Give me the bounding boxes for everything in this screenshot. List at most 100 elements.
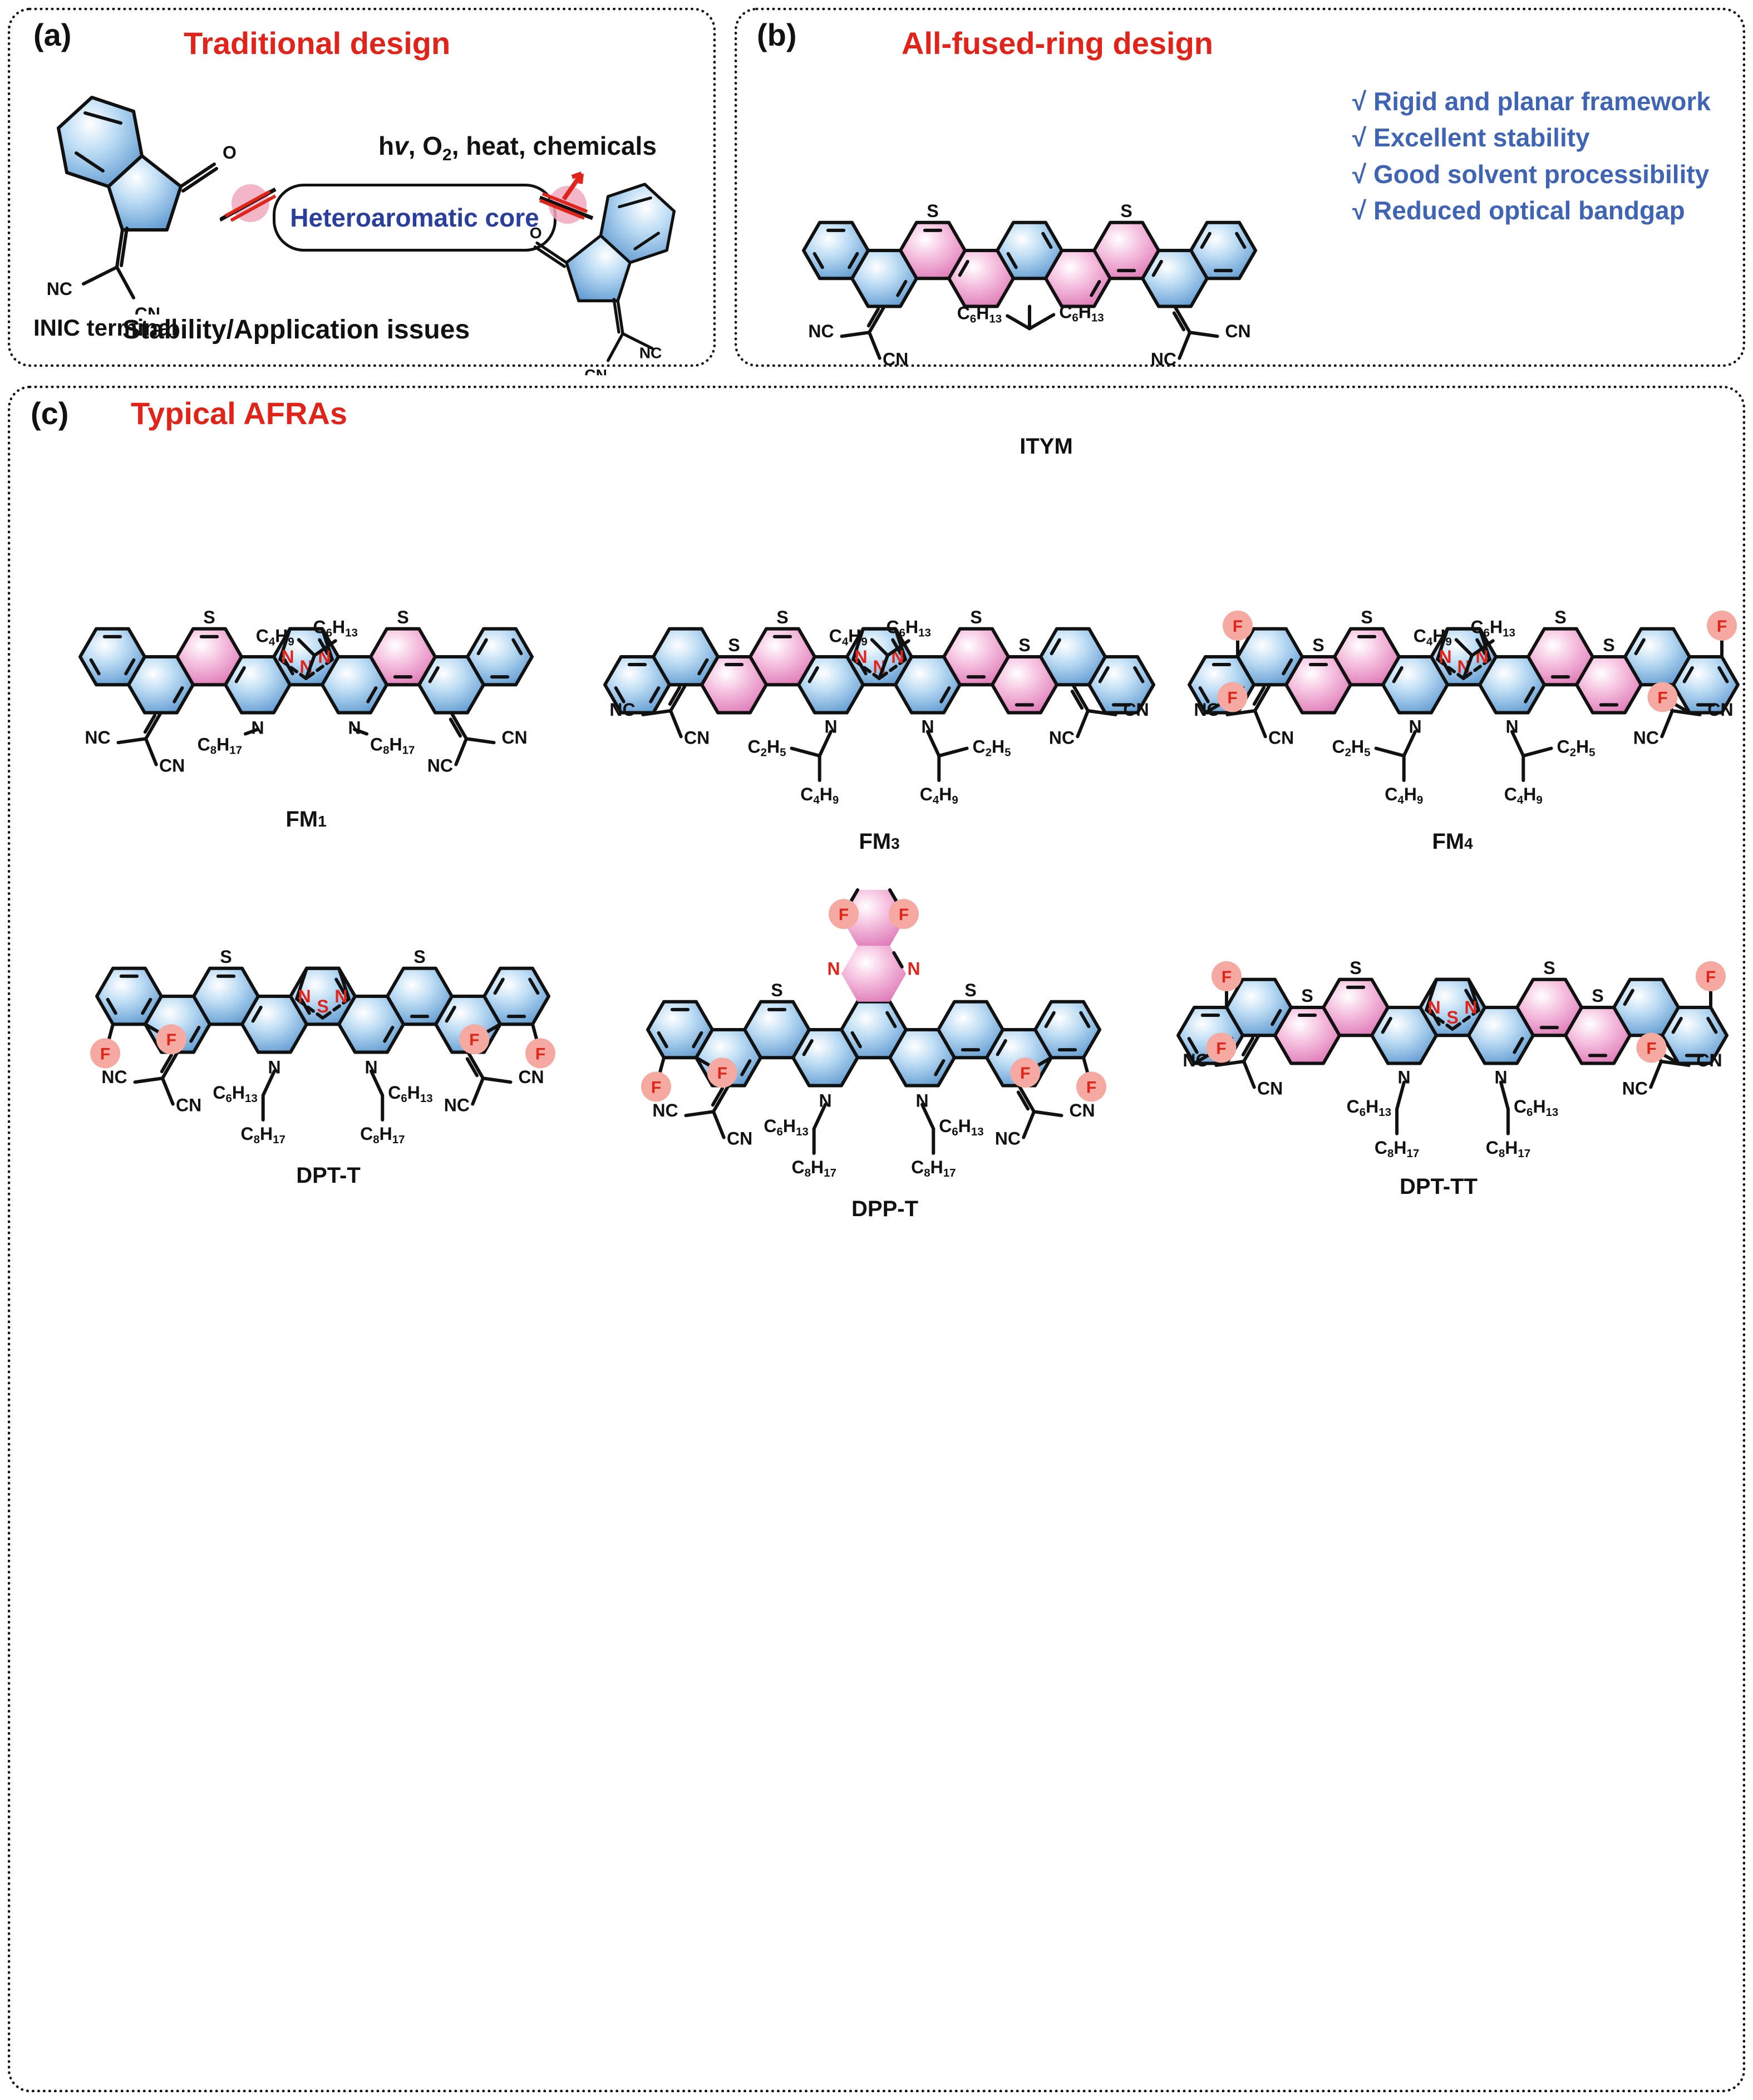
svg-text:C2H5: C2H5	[1557, 737, 1596, 759]
svg-text:C6H13: C6H13	[1514, 1096, 1558, 1119]
svg-text:C2H5: C2H5	[973, 737, 1011, 759]
svg-text:CN: CN	[518, 1067, 544, 1087]
svg-text:CN: CN	[1069, 1100, 1095, 1120]
svg-text:F: F	[166, 1031, 176, 1049]
svg-text:C6H13: C6H13	[388, 1083, 432, 1105]
svg-text:S: S	[1554, 607, 1566, 627]
svg-text:F: F	[839, 906, 849, 924]
svg-text:C6H13: C6H13	[1471, 617, 1515, 639]
svg-text:S: S	[728, 635, 740, 655]
svg-text:CN: CN	[727, 1129, 752, 1149]
svg-text:C2H5: C2H5	[1332, 737, 1370, 759]
svg-text:NC: NC	[85, 727, 110, 747]
svg-text:C8H17: C8H17	[198, 735, 242, 757]
svg-text:S: S	[397, 607, 408, 627]
svg-text:N: N	[334, 986, 347, 1006]
svg-text:F: F	[469, 1031, 479, 1049]
svg-text:S: S	[1543, 958, 1555, 978]
svg-text:NC: NC	[1633, 727, 1659, 747]
svg-text:C6H13: C6H13	[764, 1116, 808, 1138]
svg-text:CN: CN	[1257, 1078, 1283, 1098]
svg-text:C8H17: C8H17	[370, 735, 415, 757]
svg-text:N: N	[298, 986, 311, 1006]
svg-text:N: N	[855, 647, 868, 667]
svg-text:CN: CN	[584, 366, 607, 375]
svg-text:C6H13: C6H13	[939, 1116, 983, 1138]
svg-text:F: F	[100, 1045, 110, 1063]
svg-text:NC: NC	[1622, 1078, 1648, 1098]
svg-text:C4H9: C4H9	[800, 784, 839, 806]
svg-text:F: F	[717, 1064, 727, 1083]
svg-text:CN: CN	[883, 350, 908, 370]
svg-text:F: F	[1222, 968, 1232, 986]
svg-text:F: F	[1657, 688, 1667, 707]
svg-text:C6H13: C6H13	[313, 617, 358, 639]
svg-text:NC: NC	[101, 1067, 127, 1087]
svg-text:C4H9: C4H9	[1385, 784, 1423, 806]
svg-text:S: S	[964, 980, 976, 1000]
svg-text:C8H17: C8H17	[1375, 1138, 1419, 1160]
svg-text:S: S	[1301, 986, 1313, 1006]
svg-text:CN: CN	[1123, 700, 1149, 720]
svg-text:NC: NC	[808, 321, 834, 341]
svg-text:S: S	[970, 607, 982, 627]
svg-text:N: N	[251, 717, 264, 737]
svg-text:O: O	[223, 142, 237, 163]
svg-text:NC: NC	[995, 1129, 1021, 1149]
svg-text:S: S	[1120, 201, 1132, 221]
svg-text:F: F	[899, 906, 909, 924]
svg-text:F: F	[1216, 1039, 1226, 1058]
svg-text:N: N	[1439, 647, 1452, 667]
svg-text:S: S	[927, 201, 938, 221]
svg-text:NC: NC	[652, 1100, 678, 1120]
svg-text:CN: CN	[1696, 1050, 1722, 1070]
svg-text:F: F	[1227, 688, 1237, 707]
svg-text:NC: NC	[639, 344, 662, 361]
svg-text:CN: CN	[176, 1095, 201, 1115]
svg-text:N: N	[827, 959, 840, 979]
svg-text:C8H17: C8H17	[360, 1124, 405, 1146]
svg-text:C6H13: C6H13	[887, 617, 931, 639]
svg-text:F: F	[535, 1045, 545, 1063]
svg-text:F: F	[1233, 617, 1243, 636]
svg-text:C2H5: C2H5	[747, 737, 786, 759]
svg-text:N: N	[1428, 997, 1441, 1017]
svg-text:CN: CN	[135, 304, 160, 314]
svg-text:C8H17: C8H17	[792, 1157, 836, 1179]
svg-text:CN: CN	[1225, 321, 1250, 341]
svg-text:CN: CN	[159, 756, 185, 776]
svg-text:CN: CN	[501, 727, 527, 747]
svg-text:S: S	[1018, 635, 1030, 655]
svg-text:C4H9: C4H9	[920, 784, 958, 806]
svg-text:F: F	[1086, 1078, 1096, 1096]
svg-text:CN: CN	[1707, 700, 1733, 720]
svg-text:S: S	[1312, 635, 1324, 655]
svg-text:S: S	[1446, 1007, 1458, 1027]
svg-text:S: S	[1350, 958, 1361, 978]
svg-text:N: N	[348, 717, 361, 737]
svg-text:NC: NC	[427, 756, 453, 776]
svg-text:N: N	[1464, 997, 1477, 1017]
svg-text:NC: NC	[1049, 727, 1075, 747]
svg-text:F: F	[1020, 1064, 1030, 1083]
svg-text:S: S	[1592, 986, 1603, 1006]
svg-text:S: S	[776, 607, 788, 627]
svg-text:S: S	[220, 947, 232, 967]
svg-text:F: F	[651, 1078, 661, 1096]
svg-text:F: F	[1717, 617, 1727, 636]
svg-text:F: F	[1706, 968, 1716, 986]
svg-text:F: F	[1646, 1039, 1656, 1058]
svg-text:C6H13: C6H13	[213, 1083, 257, 1105]
svg-text:C6H13: C6H13	[1059, 302, 1104, 324]
svg-text:S: S	[203, 607, 215, 627]
svg-text:O: O	[530, 224, 542, 242]
svg-text:S: S	[413, 947, 425, 967]
svg-text:C8H17: C8H17	[241, 1124, 285, 1146]
svg-text:S: S	[771, 980, 782, 1000]
svg-text:CN: CN	[1268, 727, 1294, 747]
svg-text:C4H9: C4H9	[1504, 784, 1543, 806]
svg-text:NC: NC	[1151, 350, 1176, 370]
svg-text:CN: CN	[684, 727, 710, 747]
svg-text:NC: NC	[444, 1095, 470, 1115]
svg-text:S: S	[317, 996, 328, 1016]
